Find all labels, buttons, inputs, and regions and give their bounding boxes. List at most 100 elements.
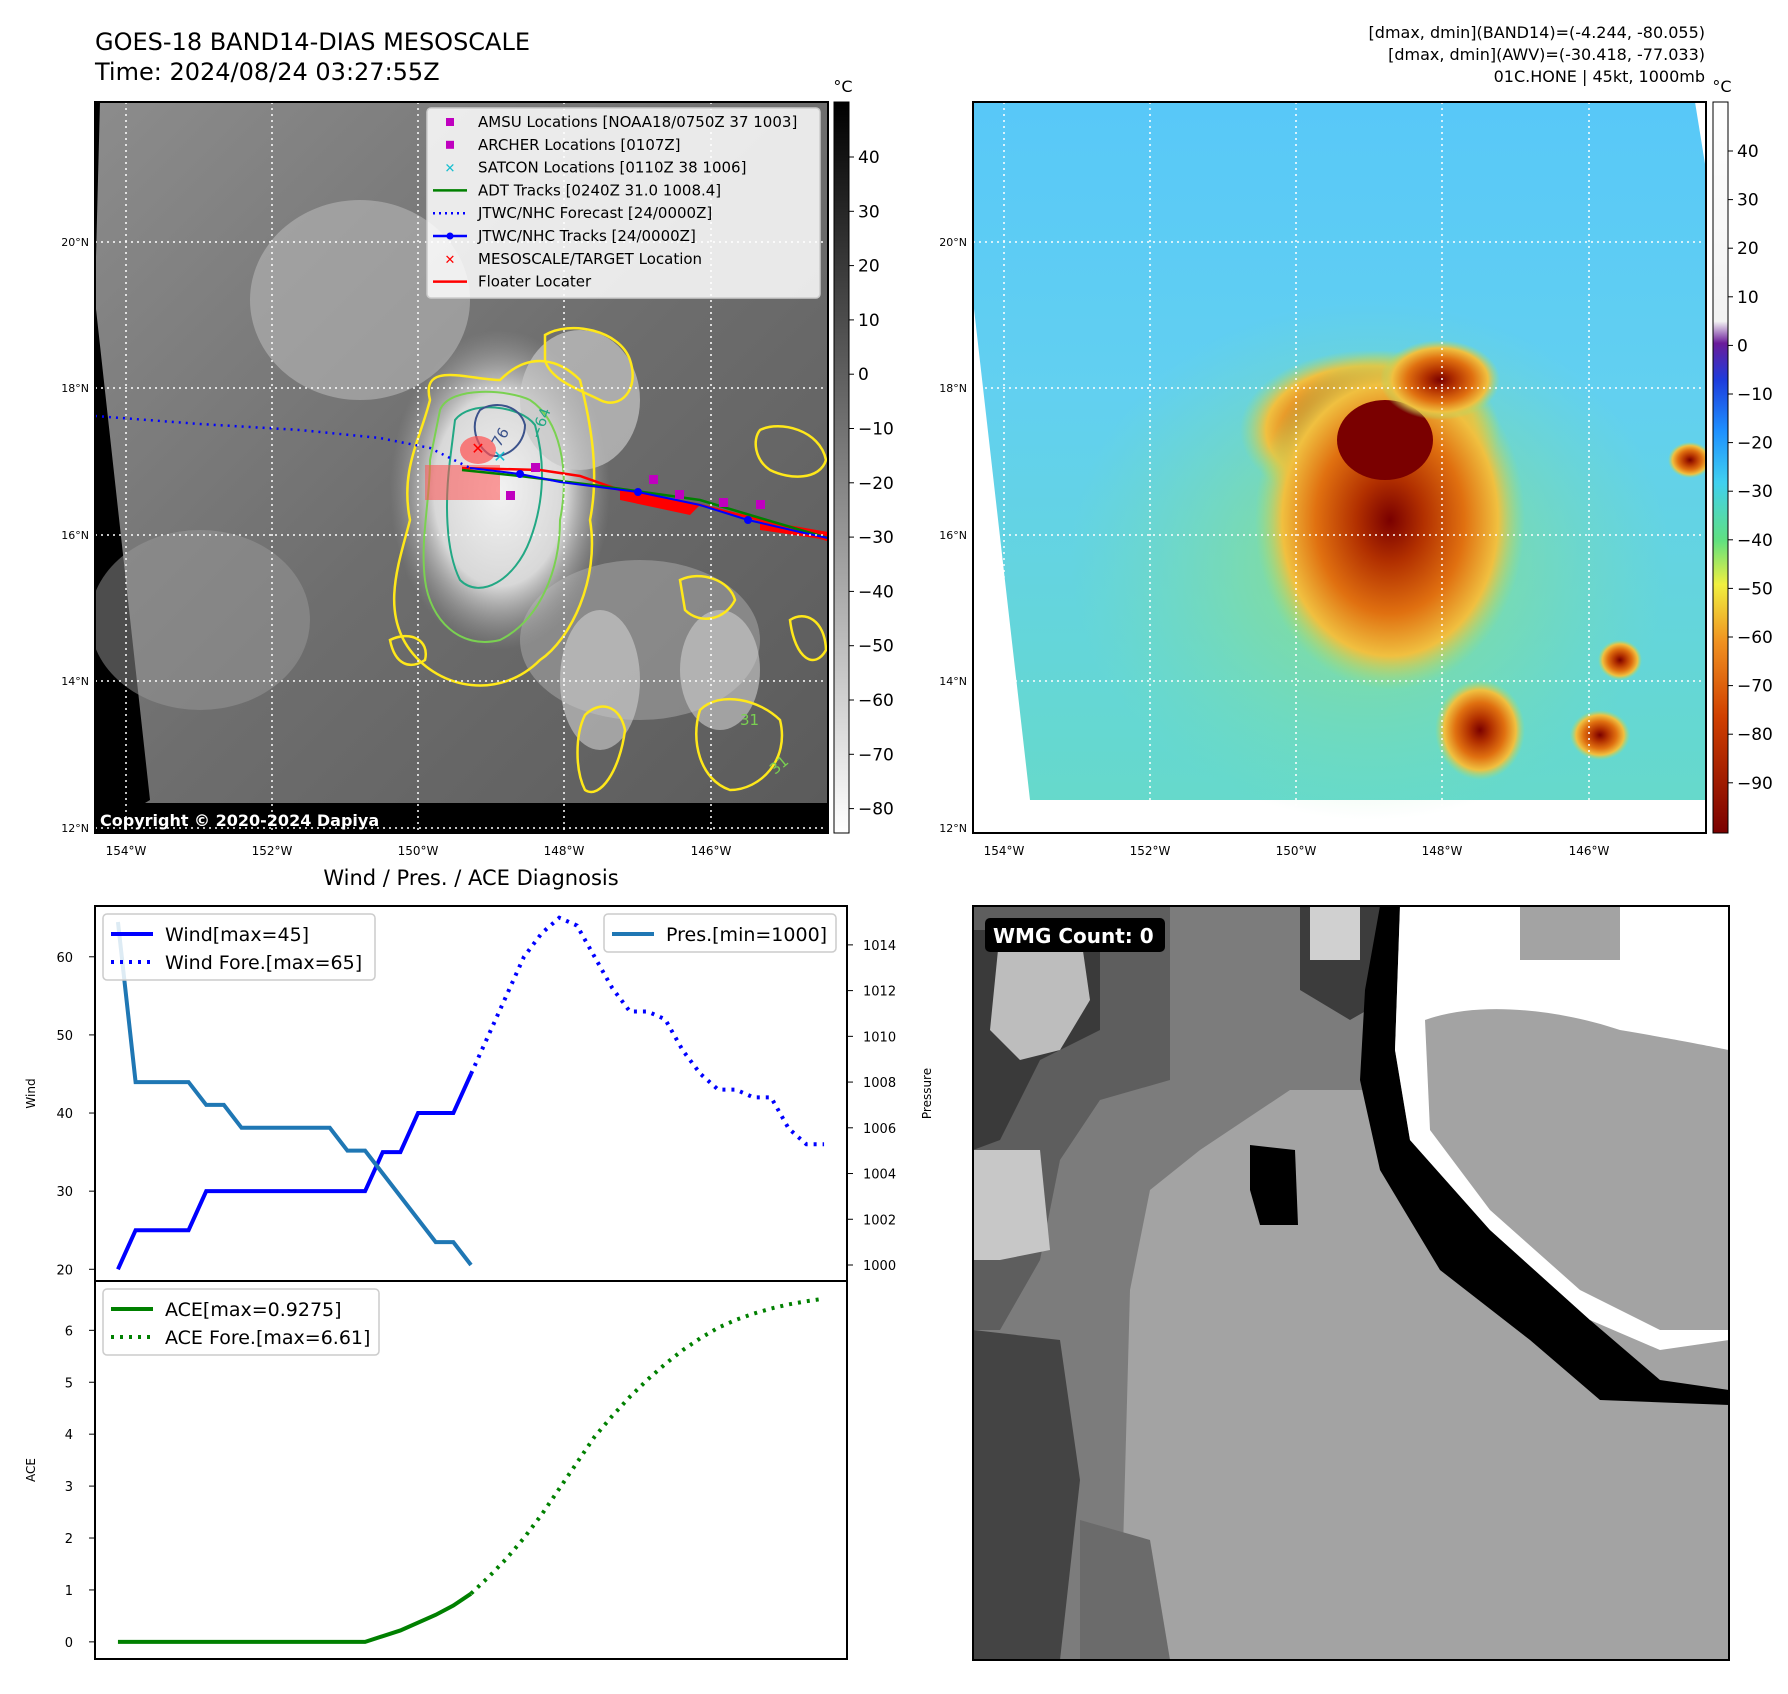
chart-legend bbox=[603, 913, 837, 953]
series-line-0 bbox=[117, 1592, 473, 1644]
colorbar-tick-label: −80 bbox=[1737, 725, 1773, 745]
lat-label: 20°N bbox=[939, 236, 967, 249]
lon-label: 146°W bbox=[1569, 844, 1610, 858]
colorbar-tick-label: −30 bbox=[858, 528, 894, 548]
colorbar-tick-label: −50 bbox=[858, 637, 894, 657]
colorbar-tick-label: −20 bbox=[858, 474, 894, 494]
wmg-frame bbox=[972, 905, 1730, 1661]
colorbar-tick-label: 0 bbox=[858, 365, 869, 385]
awv-map-gridlines: 20°N 18°N 16°N 14°N 12°N 154°W 152°W 150°W 148°W… bbox=[939, 102, 1706, 858]
lat-label: 14°N bbox=[939, 675, 967, 688]
colorbar-tick-label: 20 bbox=[858, 257, 880, 277]
awv-colorbar: °C 40 30 20 10 0 −10 −20 −30 −40 −50 −60 −70 −80 −90 bbox=[1712, 77, 1773, 834]
colorbar-tick-label: 20 bbox=[1737, 239, 1759, 259]
y2-tick-label: 1012 bbox=[863, 985, 896, 1000]
y-tick-label: 5 bbox=[65, 1376, 73, 1391]
ace-chart: 0 1 2 3 4 5 6 ACE ACE[max=0.9275] ACE Fore.[max=6… bbox=[24, 1280, 848, 1660]
colorbar-tick-label: −70 bbox=[1737, 677, 1773, 697]
lat-label: 14°N bbox=[61, 675, 89, 688]
y2-tick-label: 1008 bbox=[863, 1076, 896, 1091]
contour-label-31a: 31 bbox=[740, 711, 759, 729]
colorbar-tick-label: −60 bbox=[1737, 628, 1773, 648]
y2-tick-label: 1002 bbox=[863, 1213, 896, 1228]
stats-band14: [dmax, dmin](BAND14)=(-4.244, -80.055) bbox=[1369, 23, 1705, 42]
legend-entry-label: JTWC/NHC Forecast [24/0000Z] bbox=[477, 204, 712, 222]
y-tick-label: 2 bbox=[65, 1532, 73, 1547]
lat-label: 18°N bbox=[939, 382, 967, 395]
colorbar-tick-label: 30 bbox=[858, 202, 880, 222]
colorbar-tick-label: 40 bbox=[858, 148, 880, 168]
legend-entry-label: AMSU Locations [NOAA18/0750Z 37 1003] bbox=[478, 113, 797, 131]
y-tick-label: 1 bbox=[65, 1584, 73, 1599]
colorbar-tick-label: −10 bbox=[1737, 385, 1773, 405]
y-tick-label: 20 bbox=[56, 1263, 73, 1278]
y-tick-label: 6 bbox=[65, 1324, 73, 1339]
copyright: Copyright © 2020-2024 Dapiya bbox=[100, 811, 379, 830]
y-tick-label: 40 bbox=[56, 1107, 73, 1122]
lon-label: 148°W bbox=[1422, 844, 1463, 858]
awv-map-panel bbox=[973, 102, 1706, 833]
lat-label: 20°N bbox=[61, 236, 89, 249]
colorbar-tick-label: −70 bbox=[858, 745, 894, 765]
legend-entry-label: SATCON Locations [0110Z 38 1006] bbox=[478, 159, 746, 177]
y-axis-label: ACE bbox=[24, 1458, 38, 1482]
lat-label: 16°N bbox=[939, 529, 967, 542]
colorbar-tick-label: −90 bbox=[1737, 774, 1773, 794]
y-tick-label: 50 bbox=[56, 1029, 73, 1044]
y-tick-label: 30 bbox=[56, 1185, 73, 1200]
ir-colorbar-unit: °C bbox=[833, 77, 852, 96]
y2-tick-label: 1006 bbox=[863, 1122, 896, 1137]
legend-marker bbox=[446, 232, 454, 240]
figure-time: Time: 2024/08/24 03:27:55Z bbox=[94, 58, 440, 86]
colorbar-tick-label: −50 bbox=[1737, 579, 1773, 599]
series-line-2 bbox=[115, 921, 473, 1267]
colorbar-tick-label: −80 bbox=[858, 800, 894, 820]
series-line-1 bbox=[469, 1296, 825, 1596]
chart-legend bbox=[102, 1288, 380, 1356]
wmg-panel bbox=[973, 906, 1729, 1660]
chart-legend-label: Wind[max=45] bbox=[165, 924, 309, 946]
colorbar-tick-label: 40 bbox=[1737, 142, 1759, 162]
legend-entry-label: JTWC/NHC Tracks [24/0000Z] bbox=[477, 227, 696, 245]
series-line-0 bbox=[116, 1073, 473, 1271]
colorbar-tick-label: −10 bbox=[858, 420, 894, 440]
y-tick-label: 0 bbox=[65, 1636, 73, 1651]
svg-text:✕: ✕ bbox=[471, 439, 484, 458]
colorbar-tick-label: −40 bbox=[858, 582, 894, 602]
colorbar-tick-label: 10 bbox=[858, 311, 880, 331]
y-tick-label: 60 bbox=[56, 951, 73, 966]
diagnosis-title: Wind / Pres. / ACE Diagnosis bbox=[323, 866, 618, 890]
lat-label: 12°N bbox=[61, 822, 89, 835]
y2-tick-label: 1010 bbox=[863, 1030, 896, 1045]
awv-colorbar-unit: °C bbox=[1712, 77, 1731, 96]
ir-colorbar: °C 40 30 20 10 0 −10 −20 −30 −40 −50 −60 −70 −80 bbox=[833, 77, 894, 834]
colorbar-tick-label: −40 bbox=[1737, 531, 1773, 551]
wmg-count: WMG Count: 0 bbox=[993, 924, 1154, 948]
map-legend: AMSU Locations [NOAA18/0750Z 37 1003] ARC… bbox=[426, 107, 821, 299]
legend-marker: ✕ bbox=[445, 162, 456, 177]
lon-label: 152°W bbox=[1130, 844, 1171, 858]
lat-label: 16°N bbox=[61, 529, 89, 542]
y2-tick-label: 1014 bbox=[863, 939, 896, 954]
legend-marker bbox=[446, 118, 454, 126]
y-tick-label: 3 bbox=[65, 1480, 73, 1495]
svg-text:✕: ✕ bbox=[493, 447, 506, 466]
chart-legend-label: ACE[max=0.9275] bbox=[165, 1299, 342, 1321]
colorbar-tick-label: −60 bbox=[858, 691, 894, 711]
stats-awv: [dmax, dmin](AWV)=(-30.418, -77.033) bbox=[1388, 45, 1705, 64]
figure-title: GOES-18 BAND14-DIAS MESOSCALE bbox=[95, 28, 530, 56]
y2-axis-label: Pressure bbox=[920, 1068, 934, 1119]
lon-label: 150°W bbox=[398, 844, 439, 858]
colorbar-tick-label: 30 bbox=[1737, 191, 1759, 211]
y-axis-label: Wind bbox=[24, 1078, 38, 1108]
legend-entry-label: Floater Locater bbox=[478, 273, 592, 291]
chart-legend bbox=[102, 913, 376, 981]
wmg-count-badge: WMG Count: 0 bbox=[985, 918, 1165, 952]
legend-marker bbox=[446, 140, 454, 149]
y-tick-label: 4 bbox=[65, 1428, 73, 1443]
lon-label: 154°W bbox=[106, 844, 147, 858]
wind-pressure-chart: 20 30 40 50 60 1000 1002 1004 1006 1008 1010 1012 10… bbox=[24, 905, 934, 1282]
ir-map-frame bbox=[94, 101, 829, 834]
awv-map-frame bbox=[972, 101, 1707, 834]
